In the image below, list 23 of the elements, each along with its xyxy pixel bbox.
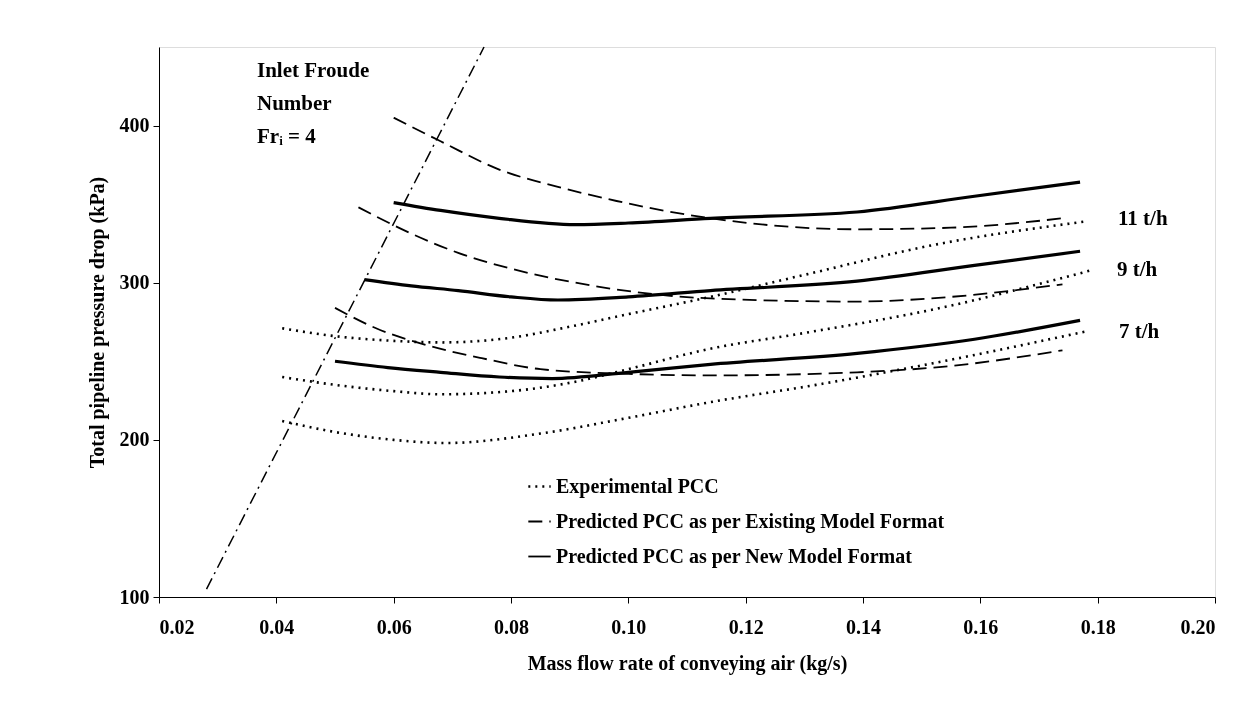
y-axis-title: Total pipeline pressure drop (kPa) bbox=[85, 176, 109, 469]
annotation: 7 t/h bbox=[1119, 319, 1160, 343]
legend-label: Experimental PCC bbox=[556, 474, 719, 498]
x-tick-label: 0.14 bbox=[846, 615, 881, 638]
y-tick-label: 300 bbox=[119, 271, 150, 294]
x-tick-label: 0.08 bbox=[494, 615, 529, 638]
x-axis-title: Mass flow rate of conveying air (kg/s) bbox=[527, 651, 848, 675]
x-tick-label: 0.04 bbox=[259, 615, 295, 638]
x-tick-label: 0.18 bbox=[1080, 615, 1116, 638]
x-tick-label: 0.12 bbox=[728, 615, 764, 638]
annotation: 9 t/h bbox=[1117, 257, 1158, 281]
x-tick-label: 0.20 bbox=[1180, 615, 1216, 638]
x-tick-label: 0.10 bbox=[611, 615, 647, 638]
y-tick-label: 100 bbox=[119, 585, 150, 608]
annotation: 11 t/h bbox=[1118, 206, 1168, 230]
x-tick-label: 0.16 bbox=[963, 615, 999, 638]
y-tick-label: 200 bbox=[119, 428, 150, 451]
legend-label: Predicted PCC as per New Model Format bbox=[556, 544, 913, 568]
x-tick-label: 0.02 bbox=[159, 615, 195, 638]
x-tick-label: 0.06 bbox=[376, 615, 412, 638]
legend-label: Predicted PCC as per Existing Model Format bbox=[556, 509, 945, 533]
y-tick-label: 400 bbox=[119, 114, 150, 137]
annotation: Inlet Froude Number Frᵢ = 4 bbox=[257, 58, 370, 148]
